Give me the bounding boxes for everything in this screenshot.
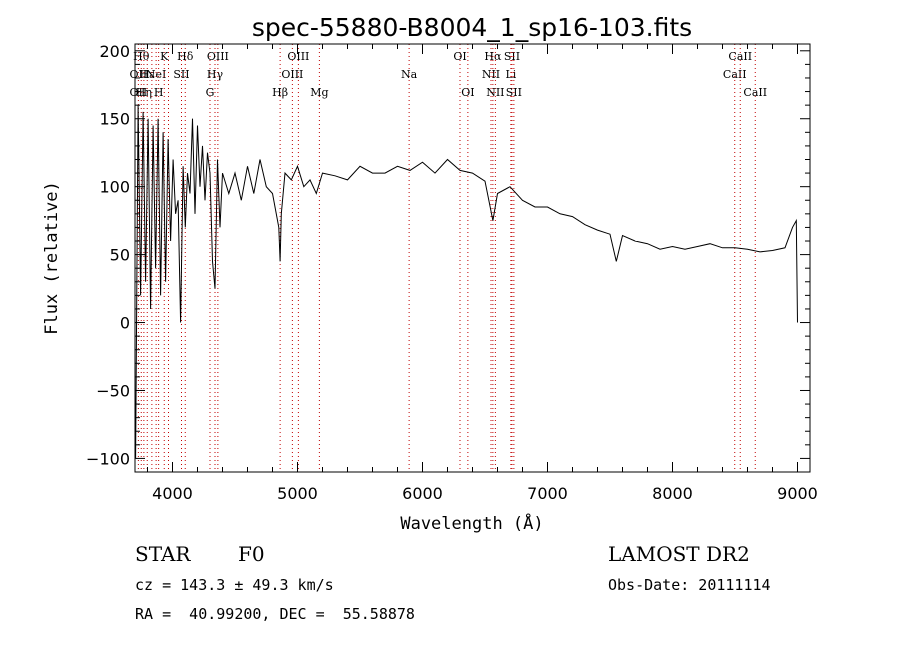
line-label: OIII: [287, 50, 309, 63]
line-label: Hε: [140, 68, 156, 81]
line-label: G: [206, 86, 215, 99]
y-tick-label: 200: [99, 42, 130, 61]
line-label: OI: [461, 86, 474, 99]
line-label: Hδ: [177, 50, 194, 63]
line-label: SII: [504, 50, 520, 63]
x-tick-label: 8000: [652, 484, 693, 503]
line-label: CaII: [728, 50, 752, 63]
redshift-velocity: cz = 143.3 ± 49.3 km/s: [135, 576, 334, 594]
spectrum-line: [135, 105, 798, 459]
line-label: SII: [506, 86, 522, 99]
line-label: Hβ: [272, 86, 288, 99]
line-label: OIII: [207, 50, 229, 63]
x-tick-label: 4000: [152, 484, 193, 503]
line-label: OII: [130, 86, 148, 99]
line-label: K: [160, 50, 169, 63]
line-label: H: [154, 86, 164, 99]
y-tick-label: 0: [120, 314, 130, 333]
line-label: NII: [486, 86, 504, 99]
line-label: Li: [505, 68, 516, 81]
y-tick-label: −100: [86, 449, 130, 468]
line-label: NeI: [146, 68, 166, 81]
object-class: STAR: [135, 542, 191, 566]
x-tick-label: 9000: [777, 484, 818, 503]
line-label: CaII: [743, 86, 767, 99]
survey-name: LAMOST DR2: [608, 542, 750, 566]
y-tick-label: −50: [96, 381, 130, 400]
line-label: CaII: [723, 68, 747, 81]
sky-coordinates: RA = 40.99200, DEC = 55.58878: [135, 605, 415, 623]
x-axis-ticks: 4000 5000 6000 7000 8000 9000: [147, 44, 818, 503]
line-label: NII: [482, 68, 500, 81]
line-label: OIII: [281, 68, 303, 81]
y-axis-label: Flux (relative): [42, 181, 62, 335]
line-label: Hα: [484, 50, 502, 63]
line-label: Hθ: [133, 50, 150, 63]
line-label: Hη: [136, 86, 152, 99]
line-label: Na: [401, 68, 418, 81]
line-label: OII: [130, 68, 148, 81]
observation-date: Obs-Date: 20111114: [608, 576, 771, 594]
y-tick-label: 150: [99, 110, 130, 129]
line-label: Hγ: [207, 68, 224, 81]
x-tick-label: 6000: [402, 484, 443, 503]
line-label: SII: [173, 68, 189, 81]
y-tick-label: 100: [99, 178, 130, 197]
x-tick-label: 5000: [277, 484, 318, 503]
plot-frame: [134, 43, 811, 473]
chart-title: spec-55880-B8004_1_sp16-103.fits: [252, 13, 692, 42]
line-label: Mg: [310, 86, 328, 99]
y-axis-ticks: −100 −50 0 50 100 150 200: [86, 42, 810, 468]
x-axis-label: Wavelength (Å): [400, 512, 543, 534]
line-label: OI: [453, 50, 466, 63]
object-subclass: F0: [238, 542, 265, 566]
y-tick-label: 50: [110, 246, 130, 265]
x-tick-label: 7000: [527, 484, 568, 503]
